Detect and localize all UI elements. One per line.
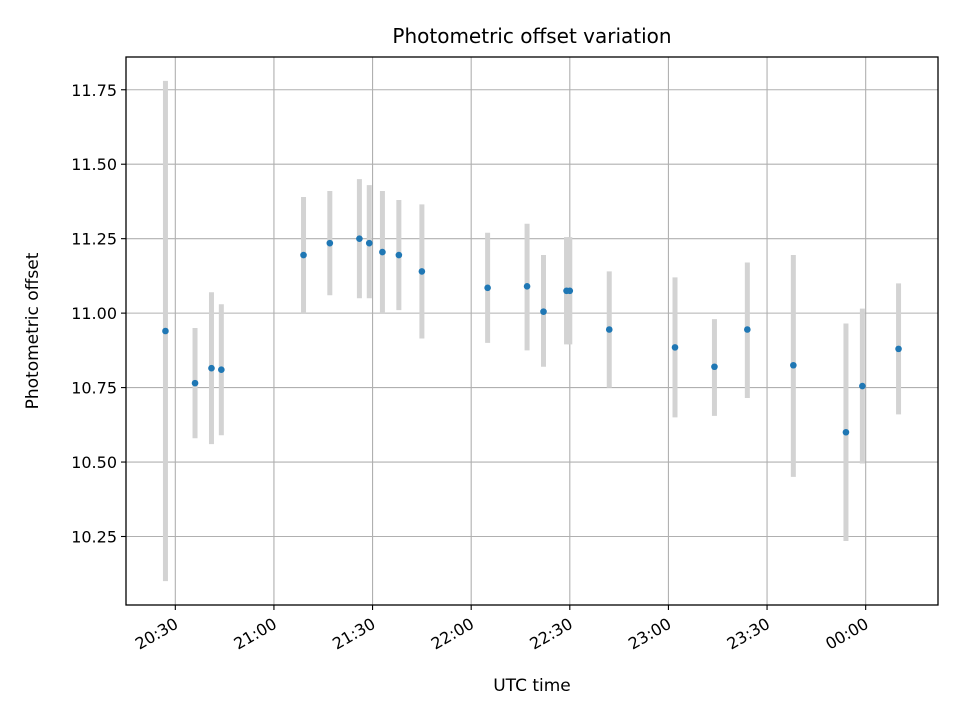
data-point bbox=[218, 366, 225, 374]
markers bbox=[162, 235, 902, 436]
x-tick-label: 21:30 bbox=[329, 614, 378, 654]
y-tick-label: 10.75 bbox=[71, 379, 117, 398]
data-point bbox=[895, 345, 902, 353]
x-tick-label: 21:00 bbox=[231, 614, 280, 654]
data-point bbox=[356, 235, 363, 242]
data-point bbox=[842, 428, 850, 436]
data-point bbox=[395, 251, 403, 259]
y-axis-title: Photometric offset bbox=[23, 252, 43, 409]
x-axis-title: UTC time bbox=[493, 676, 571, 696]
y-tick-label: 10.50 bbox=[71, 453, 117, 472]
data-point bbox=[711, 363, 718, 371]
data-point bbox=[566, 287, 574, 295]
data-point bbox=[365, 239, 373, 247]
plot-frame bbox=[125, 56, 939, 606]
data-point bbox=[744, 326, 751, 333]
x-tick-label: 20:30 bbox=[132, 614, 181, 654]
data-point bbox=[523, 283, 531, 290]
x-tick-label: 22:30 bbox=[526, 614, 575, 654]
data-point bbox=[859, 382, 866, 390]
data-point bbox=[671, 344, 679, 351]
data-point bbox=[208, 364, 215, 372]
y-ticks: 10.25 10.50 10.75 11.00 11.25 11.50 11.75 bbox=[71, 81, 126, 547]
data-point bbox=[790, 361, 797, 369]
data-point bbox=[484, 284, 491, 292]
data-point bbox=[326, 239, 334, 247]
y-tick-label: 11.00 bbox=[71, 304, 117, 323]
errorbars bbox=[162, 80, 902, 582]
x-ticks: 20:30 21:00 21:30 22:00 22:30 23:00 23:30 00:00 bbox=[132, 605, 872, 654]
data-point bbox=[605, 326, 613, 333]
chart-title: Photometric offset variation bbox=[392, 24, 671, 48]
data-point bbox=[418, 268, 426, 275]
data-point bbox=[191, 379, 199, 387]
y-tick-label: 10.25 bbox=[71, 528, 117, 547]
y-tick-label: 11.25 bbox=[71, 230, 117, 249]
x-tick-label: 22:00 bbox=[428, 614, 477, 654]
x-tick-label: 23:30 bbox=[724, 614, 773, 654]
y-tick-label: 11.75 bbox=[71, 81, 117, 100]
y-tick-label: 11.50 bbox=[71, 155, 117, 174]
x-tick-label: 00:00 bbox=[822, 614, 871, 654]
x-tick-label: 23:00 bbox=[625, 614, 674, 654]
grid bbox=[126, 57, 938, 605]
data-point bbox=[162, 327, 169, 335]
data-point bbox=[540, 308, 547, 315]
data-point bbox=[300, 251, 307, 259]
data-point bbox=[379, 248, 386, 256]
